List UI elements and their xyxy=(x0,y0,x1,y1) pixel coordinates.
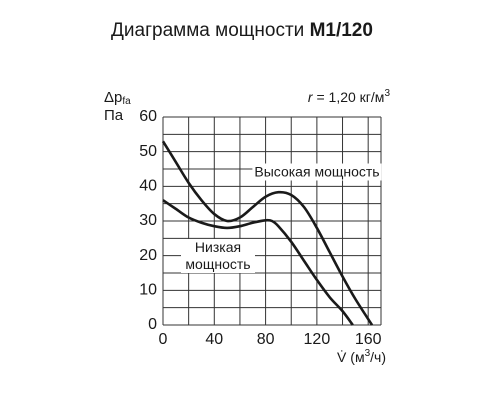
title-model: M1/120 xyxy=(310,20,373,41)
annotation-sup: 3 xyxy=(384,88,390,99)
x-label-sup: 3 xyxy=(365,348,371,359)
series-label: Высокая мощность xyxy=(252,163,382,181)
x-label-text: (м xyxy=(346,349,364,365)
y-label-main: Δp xyxy=(104,89,122,106)
x-label-var: V̇ xyxy=(337,349,347,365)
x-tick-label: 160 xyxy=(355,331,382,348)
x-tick-label: 80 xyxy=(257,331,275,348)
y-tick-label: 40 xyxy=(139,178,157,195)
y-tick-label: 20 xyxy=(139,247,157,264)
x-label-tail: /ч) xyxy=(370,349,386,365)
y-tick-label: 60 xyxy=(139,108,157,125)
x-tick-label: 120 xyxy=(304,331,331,348)
y-tick-label: 0 xyxy=(148,316,157,333)
x-label: V̇ (м3/ч) xyxy=(337,348,386,365)
title-text: Диаграмма мощности xyxy=(111,20,304,41)
y-label-sub: fa xyxy=(122,96,131,107)
y-tick-label: 30 xyxy=(139,212,157,229)
annotation: r = 1,20 кг/м3 xyxy=(308,88,391,105)
y-unit: Па xyxy=(104,107,124,124)
x-tick-label: 0 xyxy=(159,331,168,348)
annotation-var: r xyxy=(308,89,314,105)
chart-title: Диаграмма мощности M1/120 xyxy=(111,20,373,41)
annotation-text: = 1,20 кг/м xyxy=(313,89,385,105)
x-tick-label: 40 xyxy=(205,331,223,348)
series-line xyxy=(162,199,354,326)
y-tick-label: 50 xyxy=(139,143,157,160)
series-label: Низкая мощность xyxy=(181,239,255,273)
series-line xyxy=(161,140,374,326)
y-label: Δpfa xyxy=(104,89,131,107)
y-tick-label: 10 xyxy=(139,282,157,299)
